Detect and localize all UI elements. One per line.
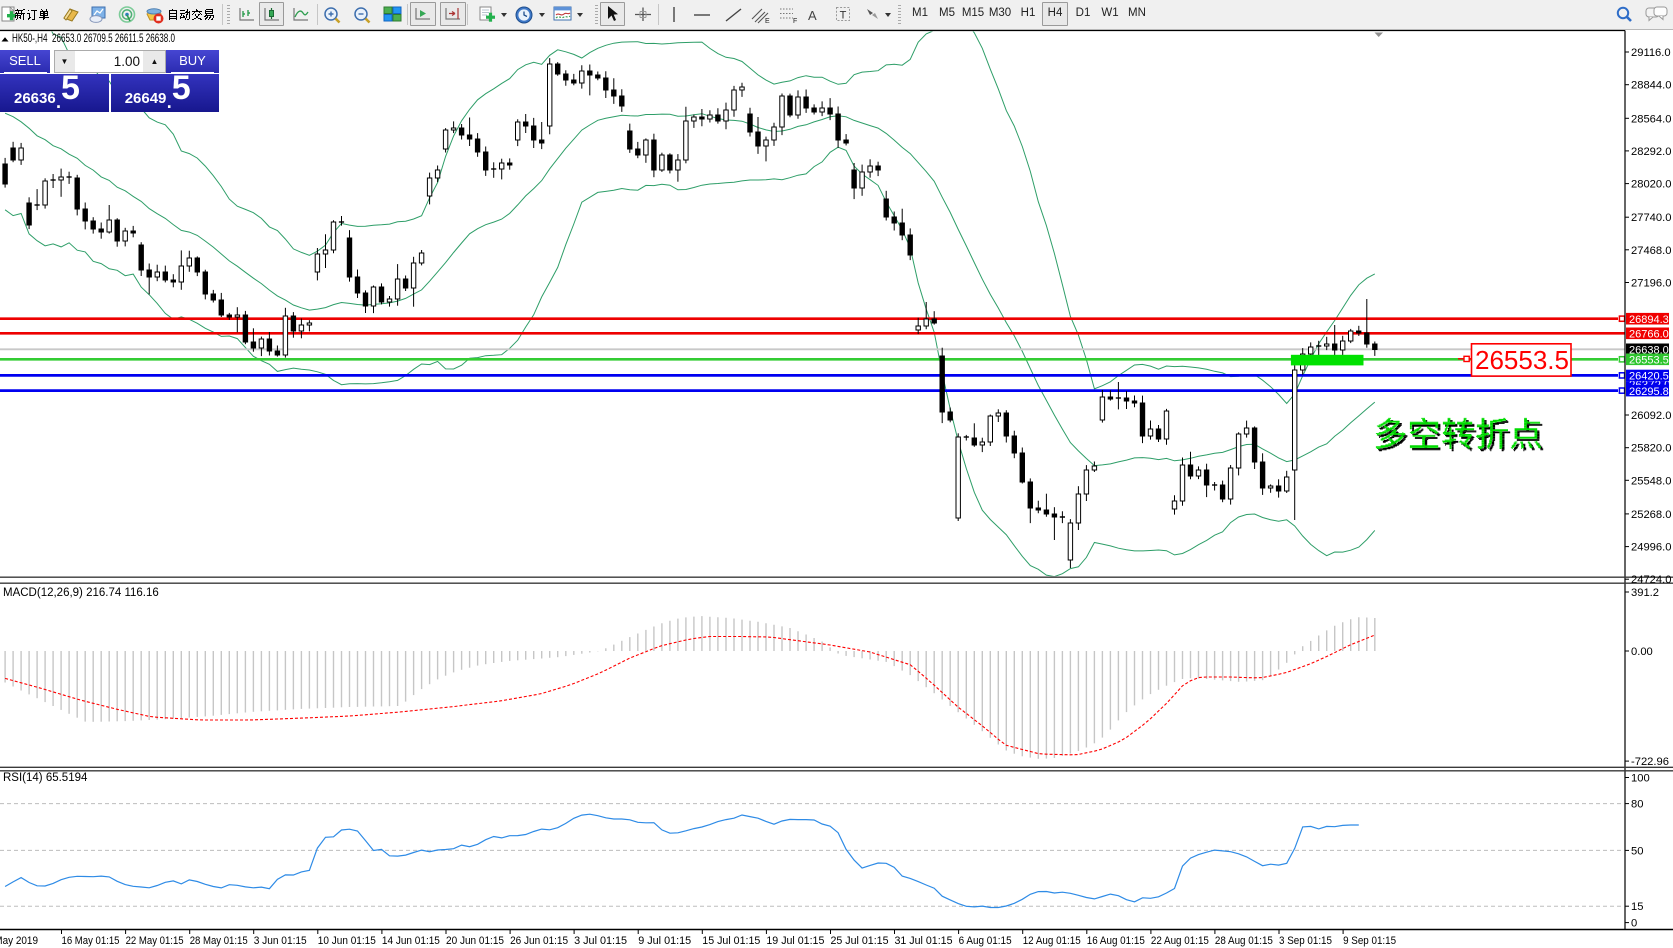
svg-text:15: 15 (1631, 901, 1643, 913)
svg-text:29116.0: 29116.0 (1631, 47, 1671, 59)
svg-text:3 Jul 01:15: 3 Jul 01:15 (574, 935, 627, 947)
svg-text:25548.0: 25548.0 (1631, 475, 1671, 487)
svg-text:24724.0: 24724.0 (1631, 574, 1671, 586)
svg-text:RSI(14) 65.5194: RSI(14) 65.5194 (3, 772, 88, 784)
svg-text:391.2: 391.2 (1631, 587, 1659, 599)
svg-text:F: F (793, 18, 797, 25)
svg-text:26092.0: 26092.0 (1631, 410, 1671, 422)
svg-text:22 May 01:15: 22 May 01:15 (126, 935, 184, 947)
svg-text:28020.0: 28020.0 (1631, 179, 1671, 191)
svg-text:3 Jun 01:15: 3 Jun 01:15 (254, 935, 307, 947)
svg-text:26553.5: 26553.5 (1629, 355, 1669, 367)
svg-text:27196.0: 27196.0 (1631, 278, 1671, 290)
svg-text:16 May 01:15: 16 May 01:15 (62, 935, 120, 947)
svg-text:25268.0: 25268.0 (1631, 509, 1671, 521)
svg-text:16 Aug 01:15: 16 Aug 01:15 (1087, 935, 1145, 947)
svg-text:31 Jul 01:15: 31 Jul 01:15 (895, 935, 953, 947)
svg-text:26 Jun 01:15: 26 Jun 01:15 (510, 935, 568, 947)
svg-text:26766.0: 26766.0 (1629, 329, 1669, 341)
svg-text:19 Jul 01:15: 19 Jul 01:15 (766, 935, 824, 947)
svg-text:HK50-,H4 26653.0 26709.5 2661: HK50-,H4 26653.0 26709.5 26611.5 26638.0 (12, 31, 175, 45)
svg-text:28844.0: 28844.0 (1631, 80, 1671, 92)
svg-text:27468.0: 27468.0 (1631, 245, 1671, 257)
svg-text:T: T (840, 10, 847, 22)
svg-text:26420.5: 26420.5 (1629, 371, 1669, 383)
svg-text:25 Jul 01:15: 25 Jul 01:15 (831, 935, 889, 947)
svg-text:3 Sep 01:15: 3 Sep 01:15 (1279, 935, 1332, 947)
svg-text:20 Jun 01:15: 20 Jun 01:15 (446, 935, 504, 947)
svg-text:28 May 01:15: 28 May 01:15 (190, 935, 248, 947)
svg-text:24996.0: 24996.0 (1631, 542, 1671, 554)
svg-text:-722.96: -722.96 (1631, 756, 1669, 768)
svg-text:22 Aug 01:15: 22 Aug 01:15 (1151, 935, 1209, 947)
svg-text:14 Jun 01:15: 14 Jun 01:15 (382, 935, 440, 947)
svg-text:26553.5: 26553.5 (1475, 345, 1569, 375)
svg-text:27740.0: 27740.0 (1631, 212, 1671, 224)
svg-text:26894.3: 26894.3 (1629, 314, 1669, 326)
svg-text:50: 50 (1631, 845, 1643, 857)
svg-text:26295.8: 26295.8 (1629, 386, 1669, 398)
svg-text:E: E (765, 18, 770, 25)
svg-text:0.00: 0.00 (1631, 646, 1653, 658)
svg-text:28292.0: 28292.0 (1631, 146, 1671, 158)
svg-text:9 May 2019: 9 May 2019 (0, 935, 38, 947)
svg-text:9 Sep 01:15: 9 Sep 01:15 (1343, 935, 1396, 947)
svg-text:80: 80 (1631, 799, 1643, 811)
svg-text:15 Jul 01:15: 15 Jul 01:15 (702, 935, 760, 947)
svg-text:MACD(12,26,9) 216.74 116.16: MACD(12,26,9) 216.74 116.16 (3, 587, 159, 599)
svg-text:0: 0 (1631, 918, 1637, 930)
svg-text:28564.0: 28564.0 (1631, 113, 1671, 125)
svg-text:10 Jun 01:15: 10 Jun 01:15 (318, 935, 376, 947)
svg-text:100: 100 (1631, 773, 1650, 785)
svg-text:26372.0: 26372.0 (1629, 380, 1671, 392)
svg-text:9 Jul 01:15: 9 Jul 01:15 (638, 935, 691, 947)
svg-text:25820.0: 25820.0 (1631, 443, 1671, 455)
svg-text:6 Aug 01:15: 6 Aug 01:15 (959, 935, 1012, 947)
svg-text:28 Aug 01:15: 28 Aug 01:15 (1215, 935, 1273, 947)
svg-text:12 Aug 01:15: 12 Aug 01:15 (1023, 935, 1081, 947)
